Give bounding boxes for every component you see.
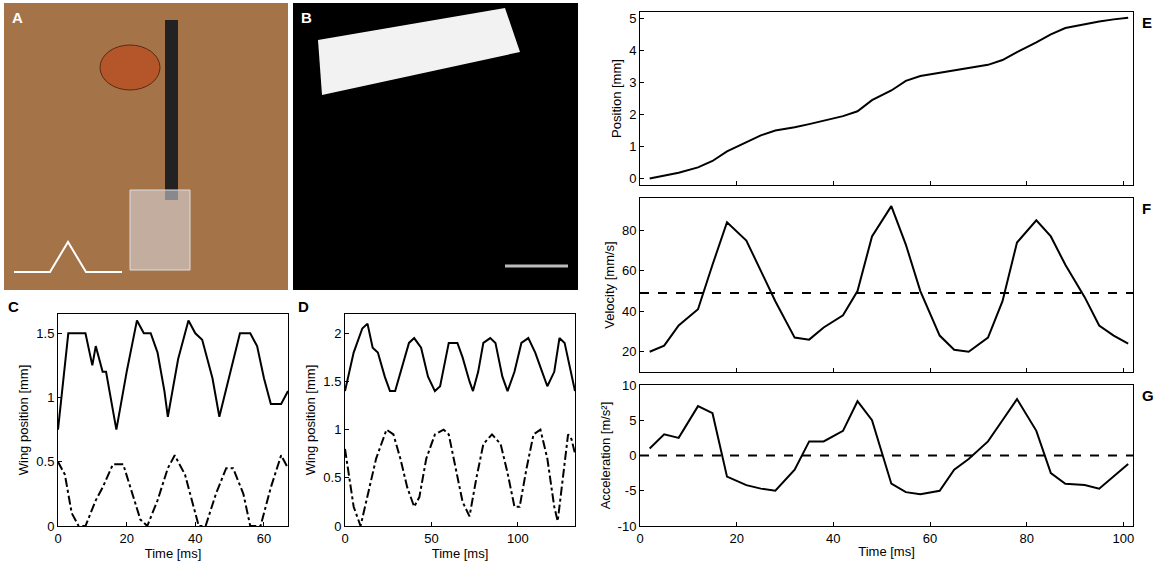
svg-text:100: 100 (1112, 531, 1134, 546)
svg-text:F: F (1142, 200, 1151, 217)
svg-text:2: 2 (334, 326, 341, 341)
svg-text:B: B (301, 9, 312, 26)
svg-text:5: 5 (629, 11, 636, 26)
svg-text:60: 60 (923, 531, 937, 546)
svg-text:1: 1 (47, 390, 54, 405)
svg-text:40: 40 (622, 304, 636, 319)
svg-text:1.5: 1.5 (323, 374, 341, 389)
svg-text:D: D (298, 298, 309, 315)
svg-text:Wing position [mm]: Wing position [mm] (303, 365, 318, 476)
svg-text:0.5: 0.5 (36, 454, 54, 469)
svg-text:1: 1 (334, 422, 341, 437)
svg-text:0: 0 (629, 448, 636, 463)
svg-text:50: 50 (424, 531, 438, 546)
svg-text:1: 1 (629, 139, 636, 154)
svg-text:C: C (8, 298, 19, 315)
svg-text:0: 0 (341, 531, 348, 546)
svg-text:40: 40 (188, 531, 202, 546)
svg-text:Velocity [mm/s]: Velocity [mm/s] (602, 241, 617, 328)
svg-text:2: 2 (629, 107, 636, 122)
svg-text:0: 0 (629, 171, 636, 186)
svg-text:G: G (1142, 387, 1154, 404)
svg-text:0.5: 0.5 (323, 470, 341, 485)
svg-text:10: 10 (622, 378, 636, 393)
svg-text:80: 80 (622, 223, 636, 238)
svg-text:Time [ms]: Time [ms] (145, 546, 202, 561)
svg-text:1.5: 1.5 (36, 326, 54, 341)
svg-text:80: 80 (1019, 531, 1033, 546)
svg-text:5: 5 (629, 413, 636, 428)
svg-text:0: 0 (334, 519, 341, 534)
svg-text:A: A (12, 9, 23, 26)
svg-text:3: 3 (629, 75, 636, 90)
svg-text:Time [ms]: Time [ms] (858, 544, 915, 559)
svg-text:60: 60 (257, 531, 271, 546)
svg-text:Time [ms]: Time [ms] (432, 546, 489, 561)
svg-text:100: 100 (507, 531, 529, 546)
svg-text:0: 0 (636, 531, 643, 546)
svg-text:20: 20 (622, 344, 636, 359)
svg-text:-10: -10 (618, 519, 637, 534)
svg-text:E: E (1142, 14, 1152, 31)
svg-text:0: 0 (47, 519, 54, 534)
svg-text:0: 0 (54, 531, 61, 546)
svg-text:Acceleration [m/s²]: Acceleration [m/s²] (598, 402, 613, 510)
svg-text:-5: -5 (625, 483, 637, 498)
svg-text:60: 60 (622, 263, 636, 278)
svg-text:20: 20 (119, 531, 133, 546)
svg-text:4: 4 (629, 43, 636, 58)
svg-text:Wing position [mm]: Wing position [mm] (16, 365, 31, 476)
svg-text:40: 40 (826, 531, 840, 546)
svg-text:Position [mm]: Position [mm] (609, 59, 624, 138)
svg-text:20: 20 (729, 531, 743, 546)
